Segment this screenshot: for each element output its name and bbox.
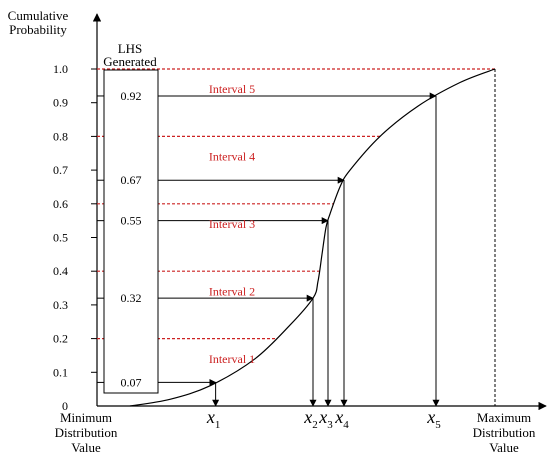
y-tick-label: 0.6 (53, 197, 68, 211)
cdf-curve (129, 68, 496, 407)
interval-label: Interval 3 (209, 217, 255, 231)
y-tick-label: 0 (62, 399, 68, 413)
y-tick-label: 0.7 (53, 163, 68, 177)
sample-value: 0.67 (121, 173, 142, 187)
lhs-box-title-line1: LHS (118, 41, 143, 56)
y-axis-ticks: 0 0.1 0.2 0.3 0.4 0.5 0.6 0.7 0.8 0.9 1.0 (53, 62, 97, 413)
x-min-label-line3: Value (71, 440, 101, 455)
lhs-generated-box (103, 69, 159, 394)
y-tick-label: 0.5 (53, 231, 68, 245)
sample-value: 0.32 (121, 291, 142, 305)
sample-value: 0.55 (121, 214, 142, 228)
sample-x-label: x5 (426, 407, 441, 431)
y-axis-title-line2: Probability (9, 22, 67, 37)
interval-labels: Interval 1 Interval 2 Interval 3 Interval 4… (209, 82, 255, 366)
sample-value: 0.07 (121, 375, 142, 389)
y-tick-label: 0.9 (53, 96, 68, 110)
y-tick-label: 0.4 (53, 264, 68, 278)
lhs-box-title-line2: Generated (103, 54, 157, 69)
sample-x-label: x1 (206, 407, 221, 431)
y-tick-label: 0.8 (53, 129, 68, 143)
interval-label: Interval 2 (209, 284, 255, 298)
sample-x-label: x2 (303, 407, 318, 431)
x-max-label-line3: Value (489, 440, 519, 455)
interval-label: Interval 5 (209, 82, 255, 96)
y-axis-title-line1: Cumulative (8, 8, 69, 23)
y-tick-label: 0.3 (53, 298, 68, 312)
y-tick-label: 0.2 (53, 332, 68, 346)
y-tick-label: 0.1 (53, 365, 68, 379)
interval-label: Interval 4 (209, 150, 255, 164)
x-max-label-line1: Maximum (477, 410, 531, 425)
interval-label: Interval 1 (209, 352, 255, 366)
sample-x-label: x3 (318, 407, 333, 431)
sample-value: 0.92 (121, 89, 142, 103)
x-max-label-line2: Distribution (473, 425, 536, 440)
x-min-label-line1: Minimum (60, 410, 112, 425)
y-tick-label: 1.0 (53, 62, 68, 76)
lhs-samples: 0.07 x1 0.32 x2 0.55 x3 0.67 x4 0.92 x5 (97, 89, 441, 431)
x-min-label-line2: Distribution (55, 425, 118, 440)
sample-x-label: x4 (334, 407, 349, 431)
